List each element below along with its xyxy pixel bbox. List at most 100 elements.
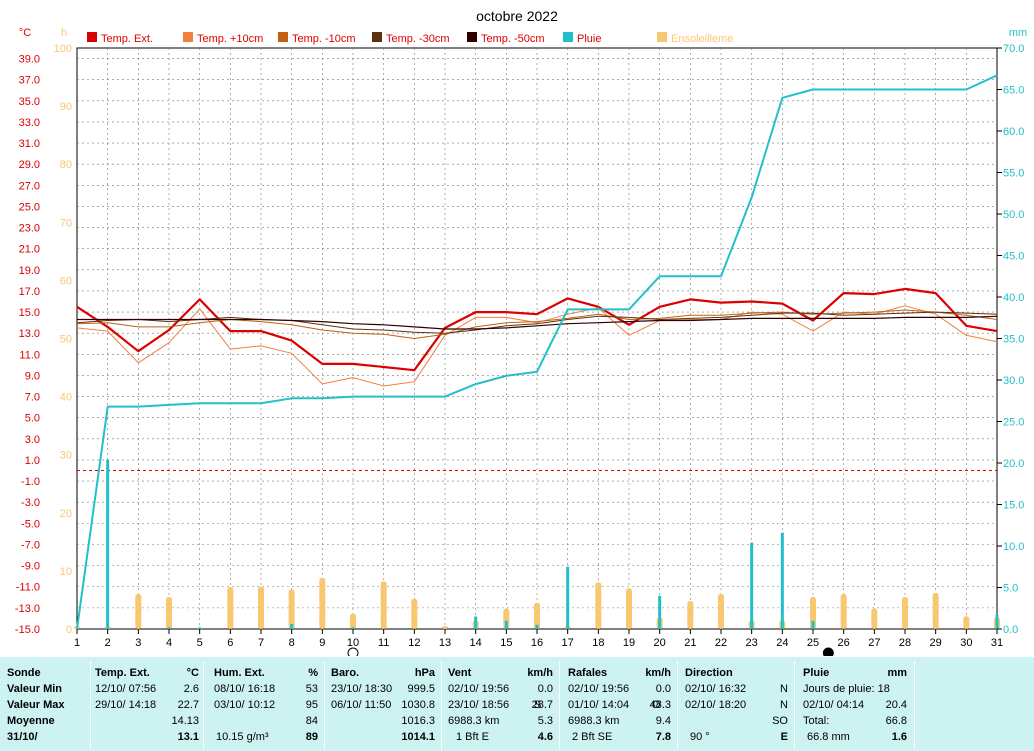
sunshine-bar (380, 581, 387, 629)
temp-avg-value: 14.13 (171, 715, 199, 727)
rain-tick-label: 60.0 (1003, 126, 1024, 138)
temp-tick-label: -3.0 (21, 497, 40, 509)
hum-avg-value: 84 (305, 715, 318, 727)
x-tick-label: 12 (408, 637, 420, 649)
rain-days: Jours de pluie: 18 (803, 683, 890, 695)
gusts-beaufort: 2 Bft SE (572, 731, 613, 743)
direction-max-value: N (780, 699, 788, 711)
series-line (77, 315, 998, 330)
temp-tick-label: 13.0 (19, 328, 40, 340)
daily-rain-bar (167, 627, 171, 629)
legend-swatch (657, 32, 667, 42)
temp-max-time: 29/10/ 14:18 (95, 699, 157, 711)
weather-chart: 39.037.035.033.031.029.027.025.023.021.0… (15, 8, 1027, 656)
gusts-max-time: 01/10/ 14:04 (568, 699, 630, 711)
sunshine-bar (902, 597, 908, 629)
x-tick-label: 29 (930, 637, 942, 649)
rain-tick-label: 50.0 (1003, 209, 1024, 221)
gusts-min-value: 0.0 (655, 683, 671, 695)
rain-box: Pluie mm Jours de pluie: 18 02/10/ 04:14 2… (794, 661, 915, 749)
x-tick-label: 19 (623, 637, 635, 649)
direction-max-time: 02/10/ 18:20 (685, 699, 747, 711)
baro-box: Baro. hPa 23/10/ 18:30 999.5 06/10/ 11:50 1… (324, 661, 442, 749)
rain-tick-label: 70.0 (1003, 43, 1024, 55)
temp-unit-label: °C (19, 27, 31, 39)
sunshine-bar (350, 613, 356, 629)
temp-tick-label: 27.0 (19, 180, 40, 192)
gusts-distance: 6988.3 km (568, 715, 620, 727)
hours-tick-label: 0 (66, 624, 72, 636)
daily-rain-bar (995, 614, 999, 629)
sunshine-bar (258, 586, 264, 629)
rain-tick-label: 45.0 (1003, 251, 1024, 263)
rain-current-value: 1.6 (891, 731, 907, 743)
baro-max-time: 06/10/ 11:50 (331, 699, 392, 711)
x-tick-label: 31 (991, 637, 1003, 649)
sunshine-bar (871, 608, 878, 629)
temp-tick-label: 1.0 (25, 455, 40, 467)
hours-tick-label: 40 (60, 392, 72, 404)
temp-tick-label: 11.0 (19, 349, 40, 361)
temp-unit: °C (186, 667, 199, 679)
legend-swatch (87, 32, 97, 42)
legend-swatch (183, 32, 193, 42)
temp-tick-label: 19.0 (19, 265, 40, 277)
gusts-box: Rafales km/h 02/10/ 19:56 0.0 01/10/ 14:04… (559, 661, 678, 749)
x-tick-label: 5 (197, 637, 203, 649)
x-tick-label: 13 (439, 637, 451, 649)
daily-rain-bar (535, 624, 539, 629)
temp-title: Temp. Ext. (95, 667, 150, 679)
hum-box: Hum. Ext.% 08/10/ 16:18 53 03/10/ 10:12 95… (203, 661, 325, 749)
wind-max-time: 23/10/ 18:56 (448, 699, 510, 711)
rain-tick-label: 10.0 (1003, 541, 1024, 553)
gusts-max-value: 48.3 (649, 699, 671, 711)
chart-title: octobre 2022 (476, 8, 558, 24)
daily-rain-bar (351, 627, 355, 629)
daily-rain-bar (106, 459, 110, 629)
hours-unit-label: h (61, 27, 67, 39)
summary-panel: Sonde Valeur Min Valeur Max Moyenne 31/1… (0, 657, 1034, 751)
temp-tick-label: 21.0 (19, 244, 40, 256)
gusts-min-time: 02/10/ 19:56 (568, 683, 630, 695)
x-tick-label: 3 (135, 637, 141, 649)
wind-min-value: 0.0 (537, 683, 553, 695)
series-line (76, 74, 998, 630)
series-line (76, 287, 998, 372)
temp-tick-label: 7.0 (25, 392, 40, 404)
series-line (76, 311, 998, 334)
x-tick-label: 11 (378, 637, 389, 649)
temp-tick-label: 15.0 (19, 307, 40, 319)
x-tick-label: 30 (960, 637, 972, 649)
wind-distance: 6988.3 km (448, 715, 500, 727)
direction-min-time: 02/10/ 16:32 (685, 683, 747, 695)
direction-avg-value: SO (772, 715, 788, 727)
temp-tick-label: 9.0 (25, 370, 40, 382)
hum-absolute: 10.15 g/m³ (216, 731, 269, 743)
temp-tick-label: 5.0 (25, 413, 40, 425)
temp-tick-label: 3.0 (25, 434, 40, 446)
rain-tick-label: 5.0 (1003, 583, 1018, 595)
legend-swatch (563, 32, 573, 42)
temp-tick-label: -9.0 (21, 561, 40, 573)
baro-avg-value: 1016.3 (401, 715, 435, 727)
hours-tick-label: 100 (54, 43, 72, 55)
temp-current-value: 13.1 (177, 731, 199, 743)
temp-tick-label: 35.0 (19, 96, 40, 108)
sunshine-bar (534, 602, 540, 629)
sunshine-bar (166, 597, 172, 629)
daily-rain-bar (780, 532, 784, 629)
x-tick-label: 27 (868, 637, 880, 649)
legend-swatch (372, 32, 382, 42)
daily-rain-bar (474, 616, 478, 629)
legend-swatch (467, 32, 477, 42)
daily-rain-bar (811, 620, 815, 629)
x-tick-label: 22 (715, 637, 727, 649)
x-tick-label: 7 (258, 637, 264, 649)
direction-title: Direction (685, 667, 733, 679)
sunshine-bar (718, 594, 724, 629)
legend-swatch (278, 32, 288, 42)
legend-label: Temp. -30cm (386, 33, 450, 45)
hum-max-value: 95 (305, 699, 318, 711)
temp-tick-label: 25.0 (19, 201, 40, 213)
temp-max-value: 22.7 (177, 699, 199, 711)
